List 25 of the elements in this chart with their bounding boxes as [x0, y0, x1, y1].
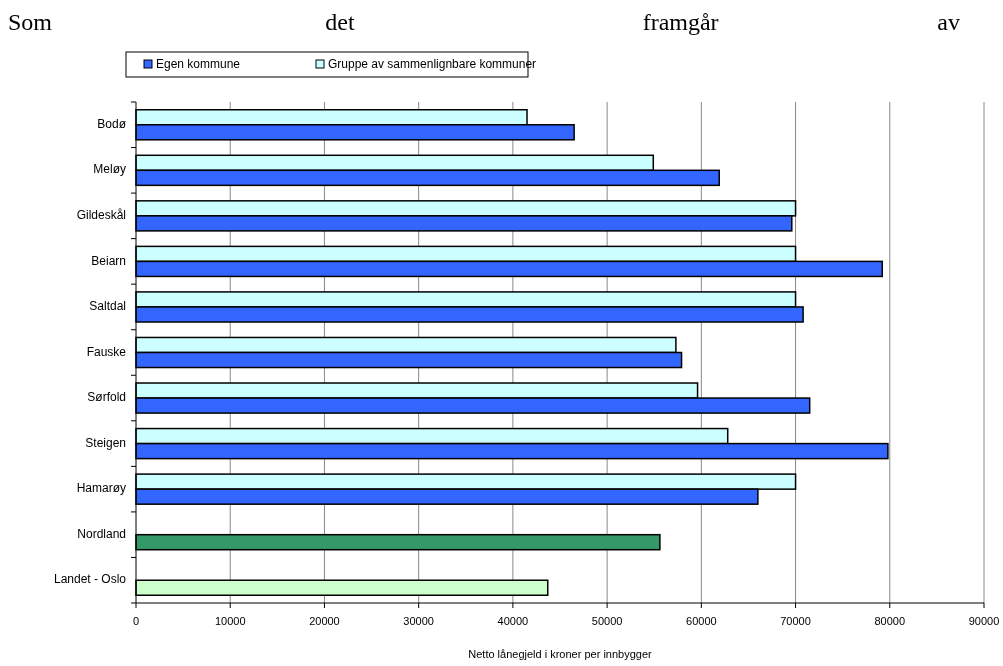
x-tick-label: 40000	[497, 615, 529, 627]
x-tick-label: 0	[132, 615, 140, 627]
y-tick-label: Gildeskål	[76, 208, 126, 223]
y-tick-label: Bodø	[97, 116, 127, 131]
y-tick-label: Steigen	[85, 435, 126, 450]
x-tick-label: 10000	[214, 615, 246, 627]
legend-label: Gruppe av sammenlignbare kommuner	[328, 57, 537, 71]
x-tick-label: 50000	[591, 615, 623, 627]
y-tick-label: Fauske	[86, 344, 127, 359]
y-tick-label: Meløy	[93, 162, 126, 177]
y-tick-label: Beiarn	[91, 253, 126, 268]
y-tick-label: Saltdal	[89, 299, 126, 314]
y-tick-label: Landet - Oslo	[53, 572, 127, 587]
y-tick-label: Nordland	[77, 526, 126, 541]
legend-label: Egen kommune	[156, 57, 241, 71]
x-axis-title: Netto lånegjeld i kroner per innbygger	[468, 648, 653, 660]
x-tick-label: 80000	[874, 615, 906, 627]
x-tick-label: 30000	[403, 615, 434, 627]
x-tick-label: 60000	[686, 615, 717, 627]
text: Som det framgår av	[8, 9, 960, 35]
y-tick-label: Sørfold	[87, 390, 126, 405]
y-tick-label: Hamarøy	[76, 481, 126, 496]
x-tick-label: 20000	[309, 615, 340, 627]
x-tick-label: 90000	[968, 615, 1000, 627]
x-tick-label: 70000	[780, 615, 811, 627]
